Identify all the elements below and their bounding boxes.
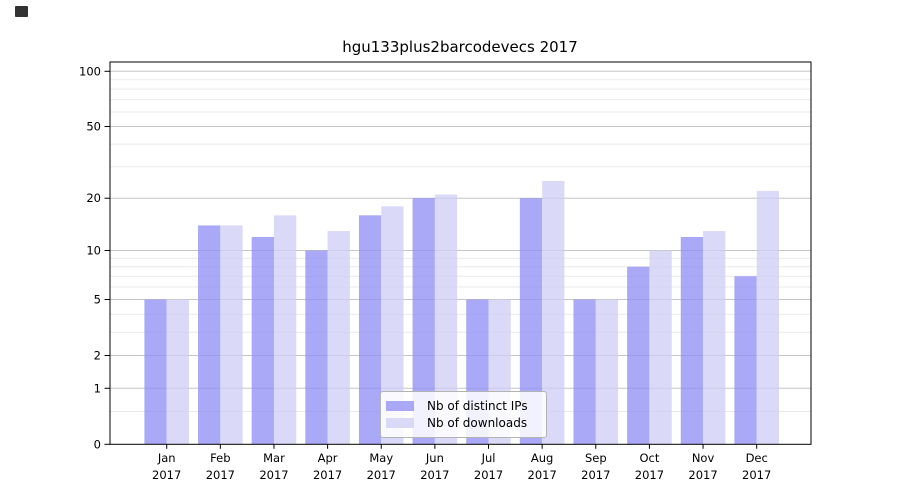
x-tick-label-month: Dec (746, 451, 768, 465)
y-axis-tick-marks (104, 70, 110, 445)
bar-aug-downloads (542, 180, 565, 445)
x-tick-label-month: Sep (585, 451, 607, 465)
bar-aug-distinct-ips (519, 198, 543, 445)
bar-jan-downloads (166, 299, 189, 445)
legend-label-distinct-ips: Nb of distinct IPs (427, 398, 528, 413)
y-tick-label: 5 (94, 292, 101, 306)
plot-border (109, 61, 812, 445)
x-tick-label-year: 2017 (420, 468, 449, 482)
bar-jun-distinct-ips (412, 198, 435, 445)
legend: Nb of distinct IPs Nb of downloads (380, 391, 547, 438)
bar-dec-downloads (756, 190, 779, 445)
legend-item-downloads: Nb of downloads (386, 417, 540, 429)
bar-mar-distinct-ips (251, 236, 274, 445)
bar-sep-distinct-ips (573, 299, 596, 445)
corner-artifact (15, 6, 28, 17)
bar-oct-distinct-ips (627, 266, 650, 445)
x-tick-label-year: 2017 (742, 468, 771, 482)
bar-jun-downloads (434, 194, 458, 445)
x-tick-label-year: 2017 (313, 468, 342, 482)
y-tick-label: 2 (94, 349, 101, 363)
x-axis-tick-marks (166, 444, 758, 449)
x-tick-label-month: Oct (639, 451, 659, 465)
x-tick-label-year: 2017 (367, 468, 396, 482)
legend-swatch-distinct-ips (386, 400, 414, 411)
y-tick-label: 100 (79, 64, 101, 78)
y-axis-labels: 0 1 2 5 10 20 50 100 (79, 64, 101, 451)
bars (144, 180, 779, 445)
x-tick-label-month: Apr (318, 451, 338, 465)
x-tick-label-month: Feb (210, 451, 230, 465)
bar-sep-downloads (595, 299, 619, 445)
x-tick-label-month: Aug (531, 451, 553, 465)
bar-apr-distinct-ips (305, 250, 328, 445)
x-tick-label-year: 2017 (474, 468, 503, 482)
legend-swatch-downloads (386, 418, 414, 429)
y-tick-label: 0 (94, 437, 101, 451)
x-tick-label-month: May (369, 451, 393, 465)
bar-jan-distinct-ips (144, 299, 167, 445)
x-tick-label-year: 2017 (152, 468, 181, 482)
y-tick-label: 1 (94, 381, 101, 395)
bar-oct-downloads (649, 250, 672, 445)
x-tick-label-month: Jan (157, 451, 176, 465)
y-tick-label: 20 (86, 191, 101, 205)
bar-feb-distinct-ips (198, 225, 221, 445)
bar-feb-downloads (220, 225, 243, 445)
bar-nov-downloads (703, 231, 726, 445)
legend-item-distinct-ips: Nb of distinct IPs (386, 400, 540, 412)
x-tick-label-year: 2017 (259, 468, 288, 482)
x-tick-label-year: 2017 (528, 468, 557, 482)
x-tick-label-year: 2017 (206, 468, 235, 482)
x-tick-label-month: Mar (263, 451, 285, 465)
x-tick-label-month: Nov (692, 451, 715, 465)
x-tick-label-month: Jun (425, 451, 444, 465)
bar-mar-downloads (273, 215, 297, 445)
y-tick-label: 10 (86, 243, 101, 257)
x-tick-label-month: Jul (481, 451, 496, 465)
chart-title: hgu133plus2barcodevecs 2017 (342, 38, 578, 56)
y-tick-label: 50 (86, 120, 101, 134)
bar-may-downloads (381, 206, 404, 445)
x-tick-label-year: 2017 (581, 468, 610, 482)
bar-nov-distinct-ips (680, 236, 704, 445)
bar-dec-distinct-ips (734, 276, 757, 445)
x-axis-labels: Jan 2017 Feb 2017 Mar 2017 Apr 2017 May 2017 Jun 20… (152, 451, 771, 482)
x-tick-label-year: 2017 (688, 468, 717, 482)
bar-may-distinct-ips (358, 215, 382, 445)
legend-label-downloads: Nb of downloads (427, 416, 528, 431)
bar-apr-downloads (327, 231, 350, 445)
x-tick-label-year: 2017 (635, 468, 664, 482)
